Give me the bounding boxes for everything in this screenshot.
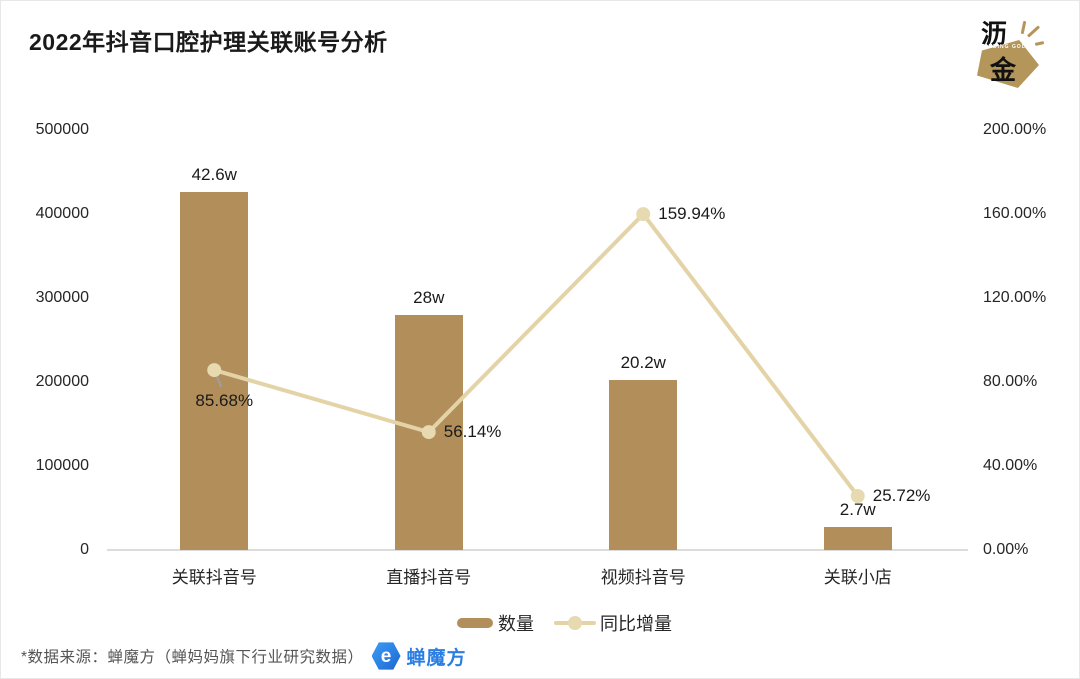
- footer: *数据来源：蝉魔方（蝉妈妈旗下行业研究数据） e 蝉魔方: [21, 639, 467, 673]
- y-axis-tick-left: 500000: [35, 121, 89, 138]
- x-axis-category-label: 关联抖音号: [171, 568, 257, 587]
- lijin-logo: 沥 FINDING GOLD 金: [974, 13, 1046, 91]
- bar-value-label: 42.6w: [191, 165, 237, 185]
- legend-line-label: 同比增量: [600, 614, 672, 634]
- line-value-label: 85.68%: [195, 391, 254, 411]
- line-point-marker-2: [636, 207, 651, 222]
- legend: 数量 同比增量: [457, 613, 672, 634]
- logo-char-jin: 金: [990, 55, 1017, 85]
- chanmofang-brand-name: 蝉魔方: [406, 647, 467, 669]
- y-axis-tick-right: 40.00%: [983, 457, 1038, 474]
- y-axis-tick-right: 120.00%: [983, 289, 1047, 306]
- line-value-label: 25.72%: [872, 485, 931, 505]
- y-axis-tick-left: 100000: [35, 457, 89, 474]
- logo-ray-icon: [1026, 25, 1041, 38]
- bar-关联小店: [823, 527, 892, 550]
- line-value-label: 56.14%: [443, 422, 502, 442]
- legend-line-swatch-icon: [554, 616, 596, 630]
- logo-ray-icon: [1020, 20, 1027, 35]
- line-series-path: [213, 212, 860, 498]
- y-axis-tick-left: 0: [80, 541, 89, 558]
- legend-line-marker-icon: [568, 616, 582, 630]
- logo-char-li: 沥: [981, 19, 1008, 49]
- chanmofang-logo-icon: e: [371, 642, 401, 670]
- logo-subtext: FINDING GOLD: [982, 44, 1031, 50]
- y-axis-tick-left: 300000: [35, 289, 89, 306]
- y-axis-tick-right: 80.00%: [983, 373, 1038, 390]
- x-axis-category-label: 视频抖音号: [600, 568, 686, 587]
- chanmofang-brand: e 蝉魔方: [371, 642, 467, 671]
- y-axis-tick-left: 200000: [35, 373, 89, 390]
- bar-value-label: 28w: [413, 287, 445, 307]
- page-title: 2022年抖音口腔护理关联账号分析: [29, 29, 388, 55]
- bar-value-label: 20.2w: [620, 353, 666, 373]
- y-axis-tick-right: 200.00%: [983, 121, 1047, 138]
- x-axis-baseline: [107, 549, 968, 551]
- x-axis-category-label: 关联小店: [823, 568, 892, 587]
- bar-value-label: 2.7w: [839, 500, 876, 520]
- logo-ray-icon: [1034, 41, 1045, 46]
- data-source-note: *数据来源：蝉魔方（蝉妈妈旗下行业研究数据）: [21, 649, 364, 666]
- line-value-label: 159.94%: [658, 204, 726, 224]
- bar-视频抖音号: [609, 380, 678, 550]
- legend-bar-swatch-icon: [457, 618, 493, 628]
- x-axis-category-label: 直播抖音号: [386, 568, 472, 587]
- y-axis-tick-right: 0.00%: [983, 541, 1029, 558]
- y-axis-tick-right: 160.00%: [983, 205, 1047, 222]
- legend-bar-label: 数量: [498, 614, 534, 634]
- bar-关联抖音号: [180, 192, 249, 550]
- y-axis-tick-left: 400000: [35, 205, 89, 222]
